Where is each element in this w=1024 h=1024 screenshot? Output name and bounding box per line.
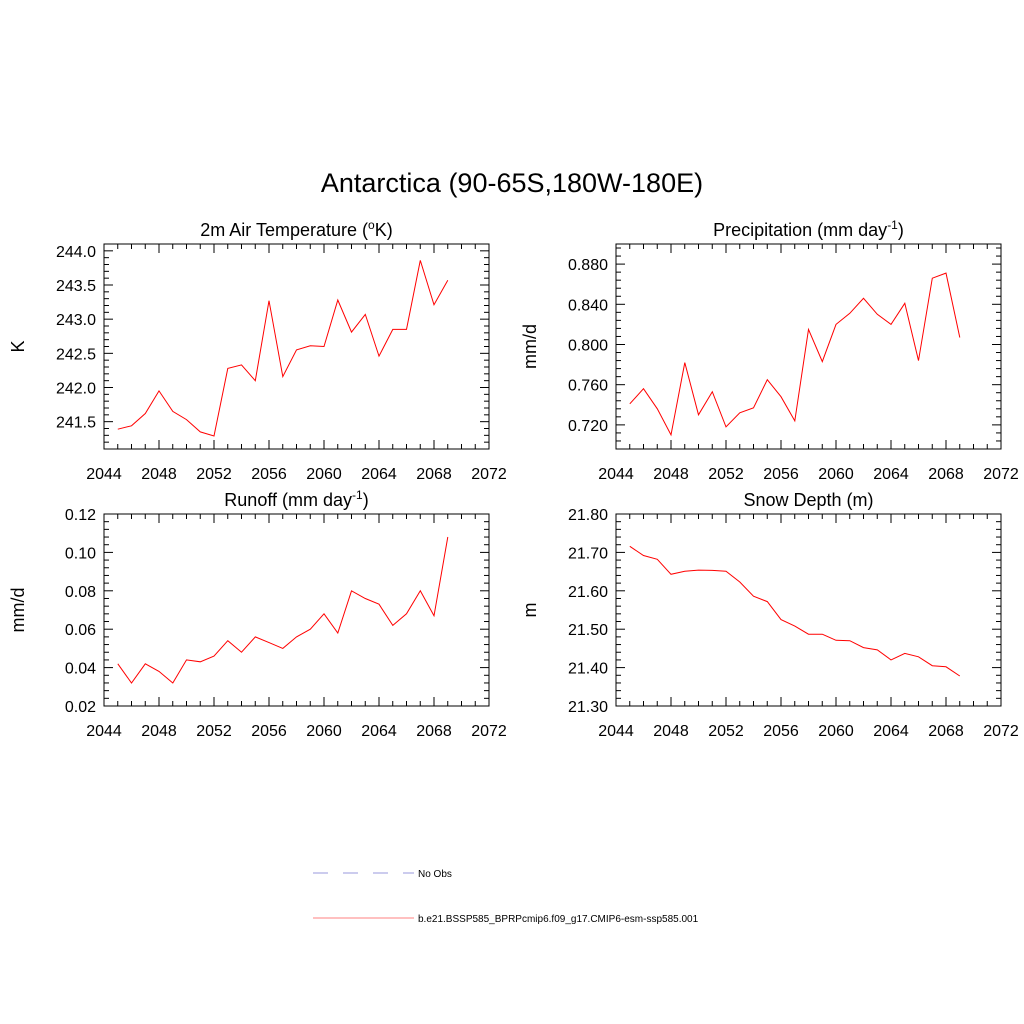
panel-title: Precipitation (mm day-1) <box>713 218 904 240</box>
x-tick-label: 2072 <box>471 723 507 740</box>
panel-title-sup: -1 <box>887 218 898 232</box>
x-tick-label: 2072 <box>983 723 1019 740</box>
x-tick-label: 2052 <box>196 723 232 740</box>
y-tick-label: 21.30 <box>568 699 608 716</box>
x-tick-label: 2068 <box>928 466 964 483</box>
x-tick-label: 2056 <box>251 723 287 740</box>
x-tick-label: 2044 <box>598 466 634 483</box>
y-tick-label: 21.70 <box>568 545 608 562</box>
x-tick-label: 2068 <box>928 723 964 740</box>
y-tick-label: 0.04 <box>65 661 96 678</box>
y-axis-label: m <box>520 603 540 618</box>
x-tick-label: 2064 <box>361 723 397 740</box>
y-tick-label: 0.840 <box>568 297 608 314</box>
y-tick-label: 0.720 <box>568 418 608 435</box>
legend-label: No Obs <box>418 869 452 880</box>
x-tick-label: 2044 <box>86 723 122 740</box>
x-tick-label: 2064 <box>873 466 909 483</box>
y-tick-label: 0.12 <box>65 507 96 524</box>
y-tick-label: 242.0 <box>56 381 96 398</box>
panel-3: Runoff (mm day-1) mm/d 2044 2048 2052 2056 206… <box>8 488 507 740</box>
y-tick-label: 0.08 <box>65 584 96 601</box>
panel-title-main: Precipitation (mm day <box>713 220 887 240</box>
y-tick-label: 243.5 <box>56 278 96 295</box>
y-axis-label: mm/d <box>8 588 28 633</box>
y-axis-label: K <box>8 340 28 352</box>
x-tick-label: 2052 <box>708 466 744 483</box>
panel-2: Precipitation (mm day-1) mm/d 2044 2048 2052… <box>520 218 1019 483</box>
panel-title-sup: o <box>368 218 375 232</box>
x-tick-label: 2044 <box>598 723 634 740</box>
series-line <box>629 272 961 437</box>
plot-frame <box>103 243 490 450</box>
x-tick-label: 2072 <box>983 466 1019 483</box>
series-line <box>117 536 449 684</box>
y-tick-label: 0.760 <box>568 378 608 395</box>
panel-title: 2m Air Temperature (oK) <box>200 218 392 240</box>
x-tick-label: 2056 <box>763 466 799 483</box>
panel-1: 2m Air Temperature (oK) K 2044 2048 2052 2056… <box>8 218 507 483</box>
x-tick-label: 2044 <box>86 466 122 483</box>
y-tick-label: 21.80 <box>568 507 608 524</box>
y-tick-label: 21.60 <box>568 584 608 601</box>
x-tick-label: 2060 <box>306 723 342 740</box>
figure-title: Antarctica (90-65S,180W-180E) <box>320 168 704 198</box>
x-tick-label: 2052 <box>708 723 744 740</box>
x-tick-label: 2048 <box>141 466 177 483</box>
x-tick-label: 2068 <box>416 723 452 740</box>
y-axis-label: mm/d <box>520 324 540 369</box>
y-tick-label: 0.880 <box>568 257 608 274</box>
panel-4: Snow Depth (m) m 2044 2048 2052 2056 2060 2064 2… <box>520 490 1019 740</box>
y-tick-label: 243.0 <box>56 312 96 329</box>
y-tick-label: 0.800 <box>568 337 608 354</box>
x-tick-label: 2060 <box>306 466 342 483</box>
y-tick-label: 0.02 <box>65 699 96 716</box>
x-tick-label: 2072 <box>471 466 507 483</box>
panel-title-main: 2m Air Temperature ( <box>200 220 368 240</box>
panel-title: Runoff (mm day-1) <box>224 488 368 510</box>
y-tick-label: 244.0 <box>56 244 96 261</box>
x-tick-label: 2048 <box>141 723 177 740</box>
x-tick-label: 2048 <box>653 466 689 483</box>
x-tick-label: 2056 <box>763 723 799 740</box>
x-tick-label: 2056 <box>251 466 287 483</box>
panel-title-main: Runoff (mm day <box>224 490 352 510</box>
y-tick-label: 21.50 <box>568 622 608 639</box>
series-line <box>629 545 961 677</box>
series-line <box>117 260 449 437</box>
panel-title: Snow Depth (m) <box>743 490 873 510</box>
legend: No Obs b.e21.BSSP585_BPRPcmip6.f09_g17.CM… <box>313 869 699 925</box>
panel-title-tail: K) <box>375 220 393 240</box>
y-tick-label: 21.40 <box>568 661 608 678</box>
y-tick-label: 242.5 <box>56 346 96 363</box>
x-tick-label: 2064 <box>361 466 397 483</box>
y-tick-label: 241.5 <box>56 415 96 432</box>
panel-title-main: Snow Depth (m) <box>743 490 873 510</box>
y-tick-label: 0.10 <box>65 545 96 562</box>
panel-title-tail: ) <box>363 490 369 510</box>
legend-label: b.e21.BSSP585_BPRPcmip6.f09_g17.CMIP6-es… <box>418 914 699 925</box>
panel-title-sup: -1 <box>352 488 363 502</box>
plot-frame <box>615 513 1002 707</box>
x-tick-label: 2060 <box>818 466 854 483</box>
x-tick-label: 2060 <box>818 723 854 740</box>
panel-title-tail: ) <box>898 220 904 240</box>
x-tick-label: 2048 <box>653 723 689 740</box>
x-tick-label: 2064 <box>873 723 909 740</box>
y-tick-label: 0.06 <box>65 622 96 639</box>
x-tick-label: 2052 <box>196 466 232 483</box>
x-tick-label: 2068 <box>416 466 452 483</box>
